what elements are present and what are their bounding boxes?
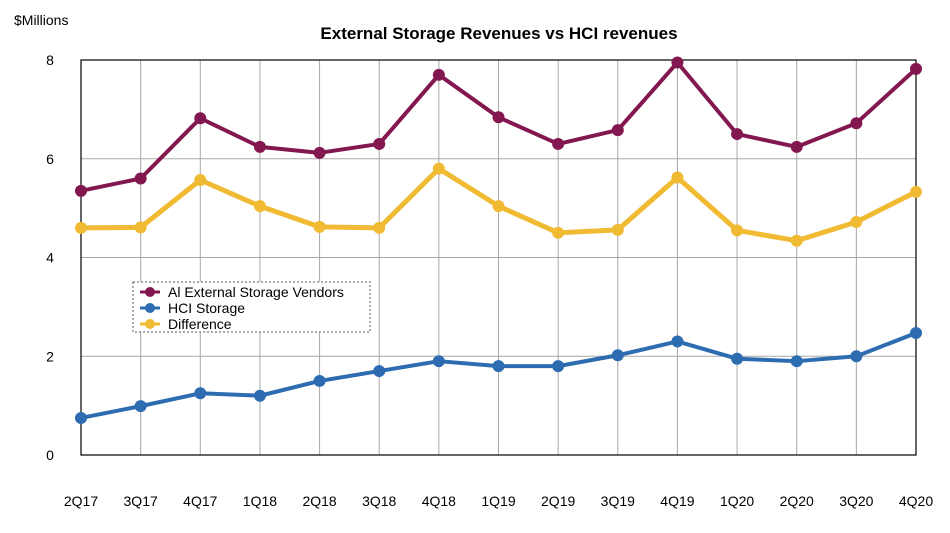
legend-swatch-marker xyxy=(145,303,155,313)
data-point xyxy=(552,360,565,373)
axis-tick-labels: 0 2 4 6 8 2Q17 3Q17 4Q17 1Q18 2Q18 3Q18 4Q18 1Q19 2Q1… xyxy=(46,52,933,509)
x-tick-label: 3Q18 xyxy=(362,493,396,509)
data-point xyxy=(611,349,624,362)
y-tick-label: 8 xyxy=(46,52,54,68)
data-point xyxy=(731,352,744,365)
y-tick-label: 4 xyxy=(46,250,54,266)
x-tick-label: 3Q19 xyxy=(601,493,635,509)
x-tick-label: 3Q17 xyxy=(124,493,158,509)
data-point xyxy=(671,56,684,69)
data-point xyxy=(910,327,922,340)
data-point xyxy=(552,137,565,150)
data-point xyxy=(373,137,386,150)
legend-label: HCI Storage xyxy=(168,300,245,316)
data-point xyxy=(910,185,922,198)
x-tick-label: 4Q17 xyxy=(183,493,217,509)
data-point xyxy=(432,162,445,175)
legend-label: Al External Storage Vendors xyxy=(168,284,344,300)
data-point xyxy=(373,221,386,234)
data-point xyxy=(194,173,207,186)
data-point xyxy=(134,221,147,234)
x-tick-label: 1Q18 xyxy=(243,493,277,509)
data-point xyxy=(850,350,863,363)
data-point xyxy=(432,68,445,81)
y-tick-label: 6 xyxy=(46,151,54,167)
y-tick-label: 0 xyxy=(46,447,54,463)
x-tick-label: 4Q19 xyxy=(660,493,694,509)
data-point xyxy=(910,62,922,75)
legend-label: Difference xyxy=(168,316,232,332)
data-point xyxy=(75,184,87,197)
data-point xyxy=(75,411,87,424)
y-unit-label: $Millions xyxy=(14,12,68,28)
data-point xyxy=(671,171,684,184)
data-point xyxy=(313,146,326,159)
data-point xyxy=(313,374,326,387)
data-point xyxy=(611,124,624,137)
data-point xyxy=(611,223,624,236)
legend-swatch-marker xyxy=(145,319,155,329)
data-point xyxy=(790,355,803,368)
data-point xyxy=(731,128,744,141)
data-point xyxy=(134,172,147,185)
x-tick-label: 3Q20 xyxy=(839,493,873,509)
data-point xyxy=(432,355,445,368)
x-tick-label: 4Q20 xyxy=(899,493,933,509)
legend-swatch-marker xyxy=(145,287,155,297)
data-point xyxy=(552,226,565,239)
x-tick-label: 2Q19 xyxy=(541,493,575,509)
data-point xyxy=(850,117,863,130)
data-point xyxy=(492,360,505,373)
chart-title: External Storage Revenues vs HCI revenue… xyxy=(320,24,677,43)
data-point xyxy=(313,220,326,233)
x-tick-label: 1Q19 xyxy=(481,493,515,509)
data-point xyxy=(492,111,505,124)
series-lines xyxy=(75,56,922,424)
data-point xyxy=(75,221,87,234)
data-point xyxy=(253,200,266,213)
data-point xyxy=(492,200,505,213)
legend-box xyxy=(132,281,371,333)
data-point xyxy=(790,140,803,153)
data-point xyxy=(731,224,744,237)
x-tick-label: 2Q18 xyxy=(302,493,336,509)
data-point xyxy=(671,335,684,348)
x-tick-label: 4Q18 xyxy=(422,493,456,509)
grid xyxy=(80,59,917,456)
x-tick-label: 1Q20 xyxy=(720,493,754,509)
x-tick-label: 2Q20 xyxy=(780,493,814,509)
data-point xyxy=(194,387,207,400)
data-point xyxy=(790,234,803,247)
data-point xyxy=(253,140,266,153)
data-point xyxy=(373,365,386,378)
x-tick-label: 2Q17 xyxy=(64,493,98,509)
data-point xyxy=(850,215,863,228)
data-point xyxy=(134,400,147,413)
data-point xyxy=(253,389,266,402)
data-point xyxy=(194,112,207,125)
plot-frame xyxy=(80,59,917,456)
y-tick-label: 2 xyxy=(46,348,54,364)
